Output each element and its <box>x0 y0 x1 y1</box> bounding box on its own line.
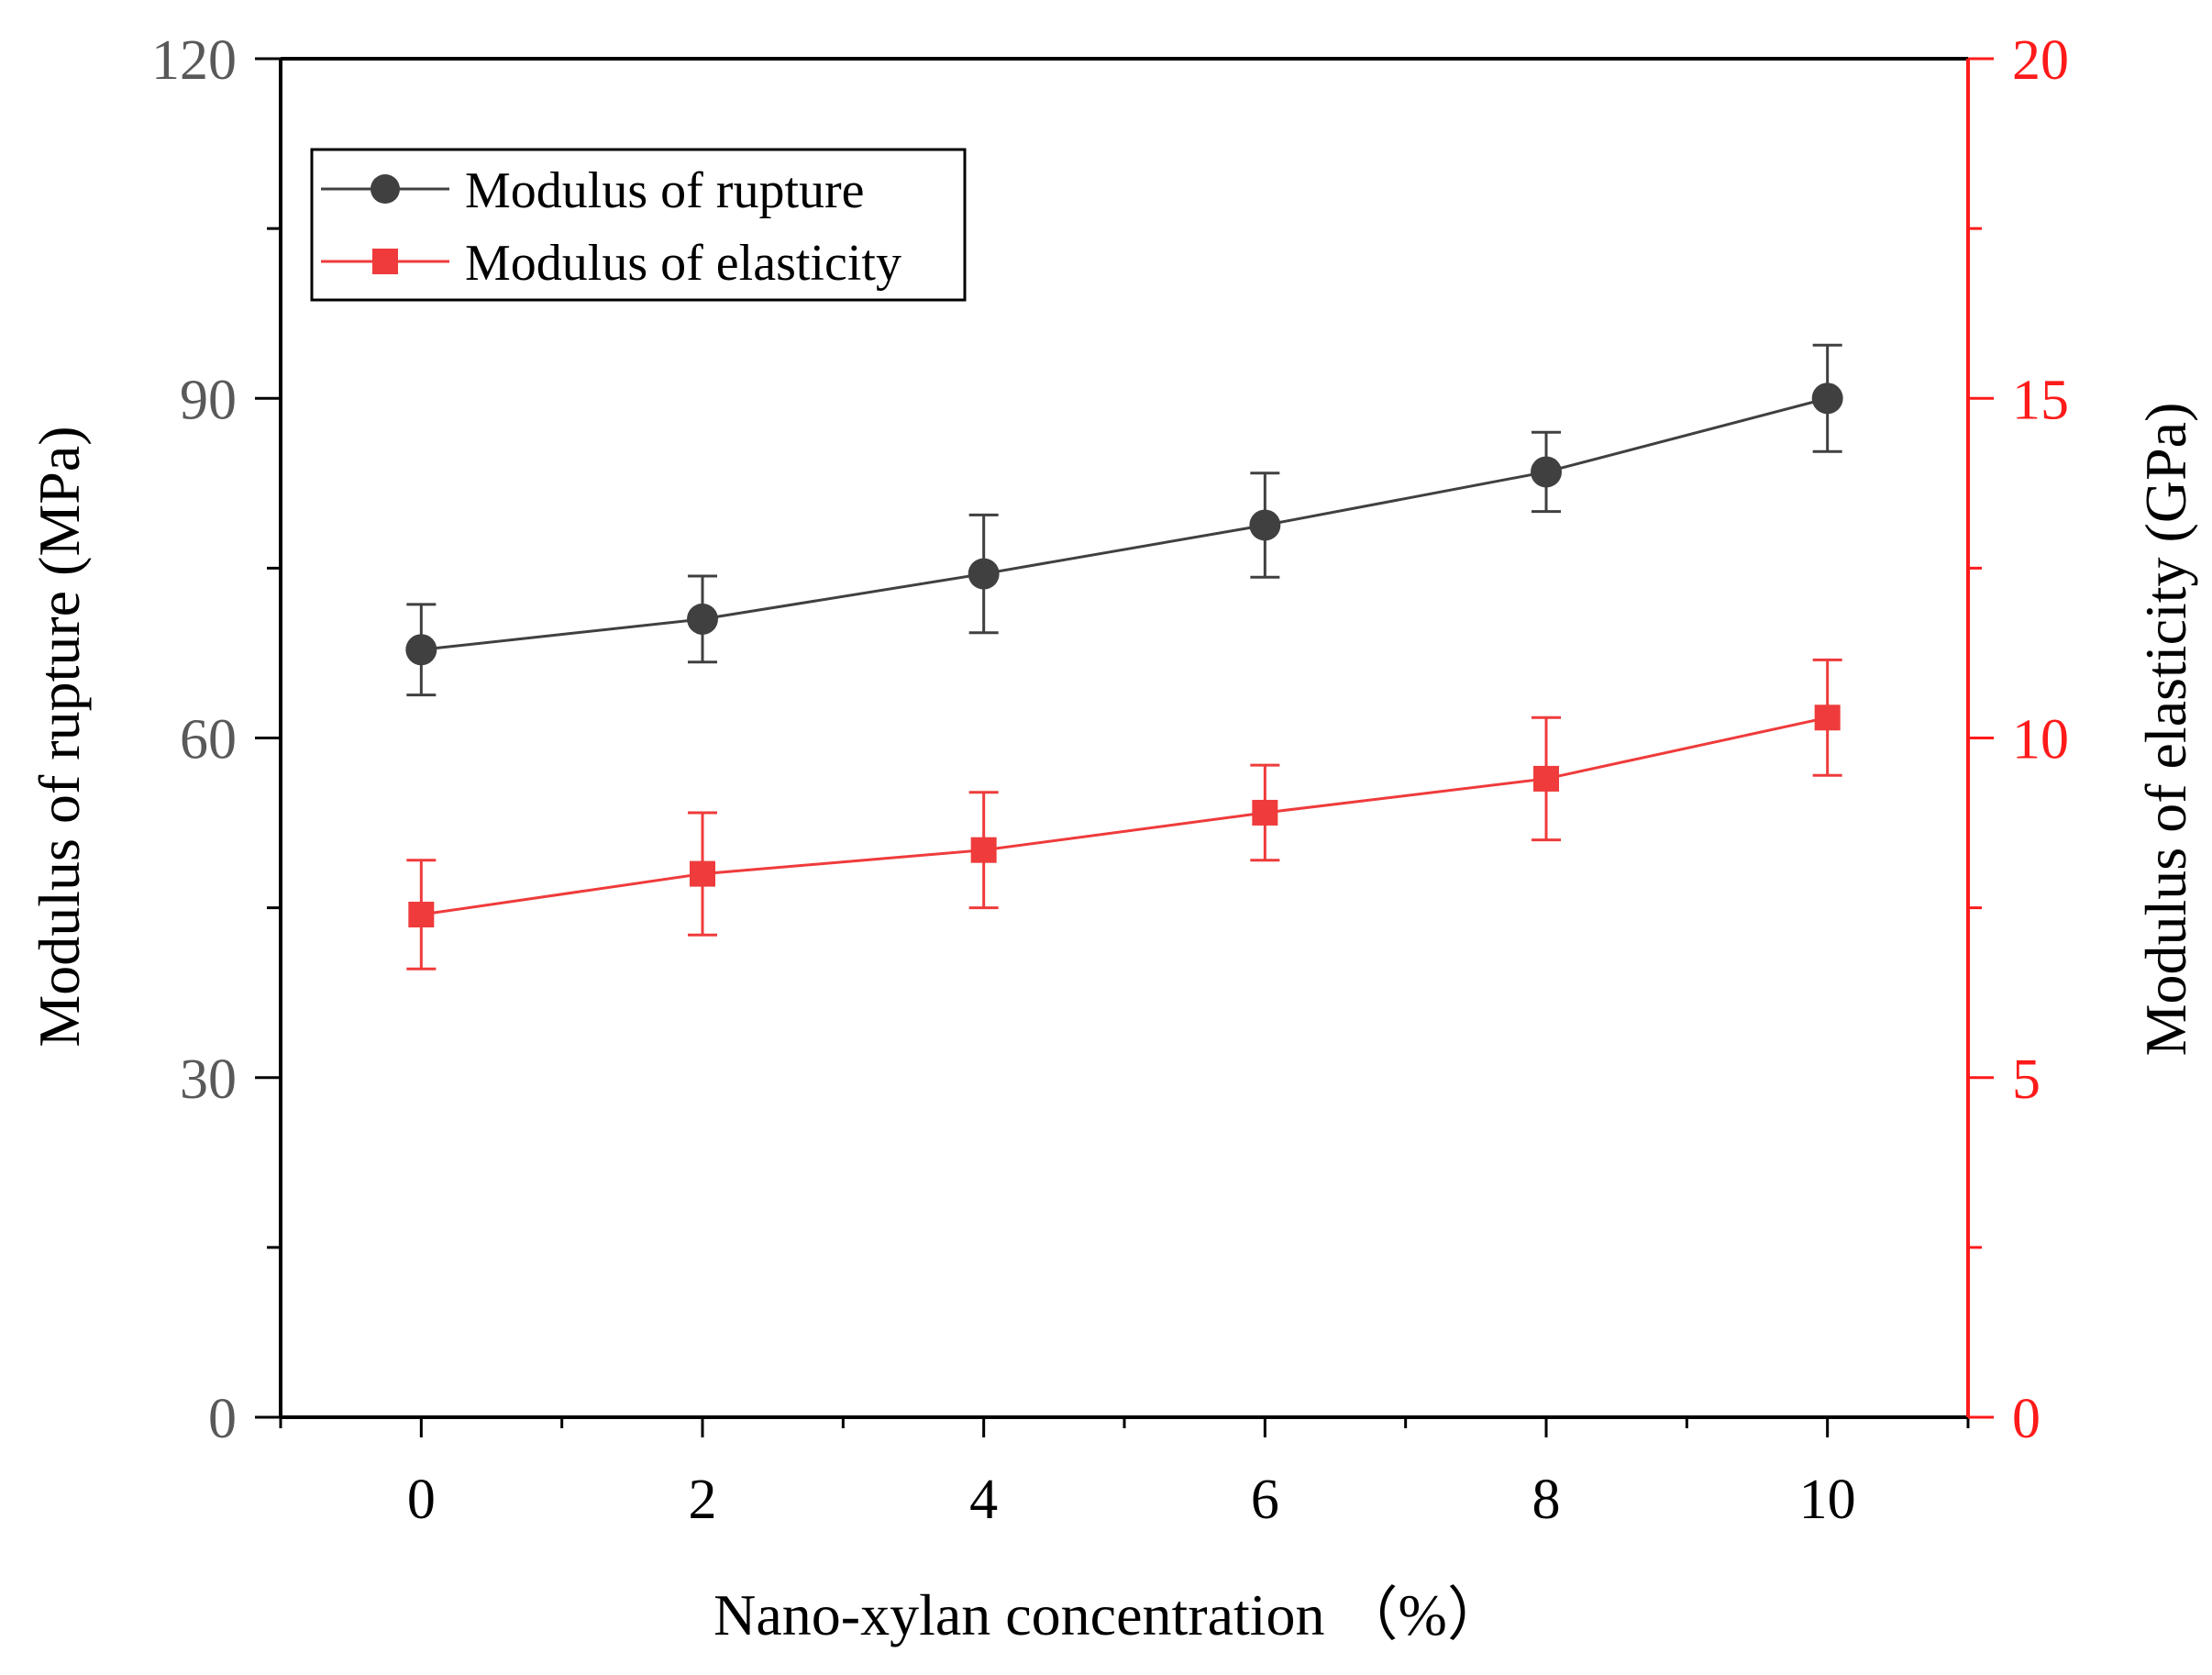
x-axis-title: Nano-xylan concentration （%） <box>713 1582 1506 1647</box>
left-y-axis-title: Modulus of rupture (MPa) <box>27 426 92 1047</box>
rupture-point <box>405 634 437 666</box>
x-tick-label: 2 <box>689 1469 717 1531</box>
rupture-point <box>1811 383 1843 415</box>
right-tick-label: 15 <box>2012 369 2069 431</box>
x-tick-label: 4 <box>969 1469 998 1531</box>
left-tick-label: 30 <box>180 1048 237 1111</box>
legend-rupture-marker <box>371 174 400 204</box>
legend: Modulus of rupture Modulus of elasticity <box>310 148 967 302</box>
right-tick-label: 10 <box>2012 709 2069 771</box>
elasticity-point <box>408 902 435 928</box>
left-tick-label: 120 <box>151 29 237 92</box>
right-tick-label: 0 <box>2012 1388 2041 1450</box>
left-tick-label: 90 <box>180 369 237 431</box>
rupture-point <box>968 558 1000 590</box>
legend-elasticity-marker <box>372 249 398 274</box>
legend-elasticity-label: Modulus of elasticity <box>465 235 901 292</box>
rupture-point <box>687 603 718 635</box>
x-axis: 0 2 4 6 8 10 <box>279 1417 1970 1531</box>
x-tick-label: 8 <box>1532 1469 1561 1531</box>
x-tick-label: 6 <box>1251 1469 1279 1531</box>
legend-rupture-label: Modulus of rupture <box>465 162 865 219</box>
right-tick-label: 5 <box>2012 1048 2041 1111</box>
right-tick-label: 20 <box>2012 29 2069 92</box>
rupture-series-line <box>421 396 1829 651</box>
elasticity-point <box>690 860 715 887</box>
left-tick-label: 60 <box>180 709 237 771</box>
rupture-point <box>1531 456 1562 488</box>
x-tick-label: 0 <box>407 1469 436 1531</box>
elasticity-point <box>970 837 997 863</box>
x-tick-label: 10 <box>1799 1469 1856 1531</box>
right-y-axis-title: Modulus of elasticity (GPa) <box>2133 403 2198 1057</box>
elasticity-point <box>1252 799 1278 826</box>
rupture-point <box>1249 509 1281 541</box>
elasticity-point <box>1814 704 1841 731</box>
left-y-axis: 0 30 60 90 120 <box>151 29 281 1450</box>
elasticity-series-line <box>421 715 1828 916</box>
legend-box <box>310 148 967 302</box>
series-layer <box>405 343 1843 971</box>
elasticity-point <box>1533 765 1559 792</box>
right-y-axis: 0 5 10 15 20 <box>1968 29 2069 1450</box>
left-tick-label: 0 <box>208 1388 237 1450</box>
